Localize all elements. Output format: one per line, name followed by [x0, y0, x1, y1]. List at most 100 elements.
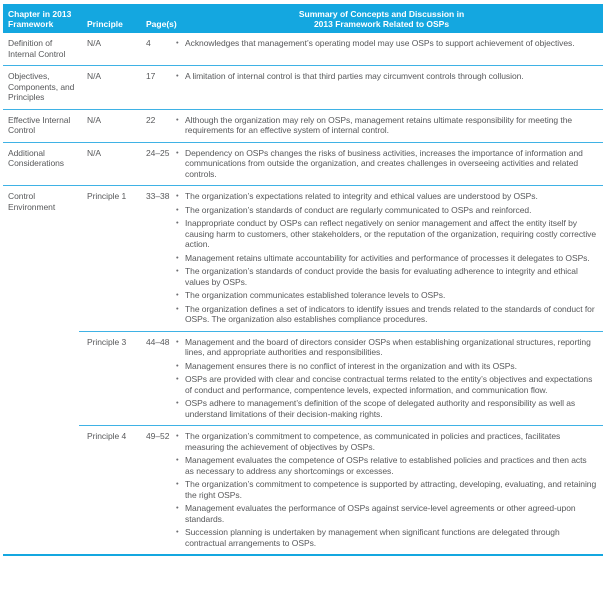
bullet-icon: •: [176, 218, 179, 227]
bullet-icon: •: [176, 431, 179, 440]
bullet-icon: •: [176, 38, 179, 47]
bullet-text: The organization communicates establishe…: [185, 290, 446, 300]
principle-cell: N/A: [87, 71, 102, 81]
pages-cell: 4: [146, 38, 151, 48]
bullet-text: OSPs adhere to management’s definition o…: [185, 398, 576, 419]
principle-section: N/A 17 • A limitation of internal control i…: [79, 71, 603, 82]
bullet-item: • The organization defines a set of indic…: [176, 304, 597, 325]
row-sections: N/A 4 • Acknowledges that management’s oper…: [79, 38, 603, 59]
header-cell-principle: Principle: [87, 19, 123, 29]
bullet-item: • OSPs are provided with clear and concis…: [176, 374, 597, 395]
summary-cell: • Although the organization may rely on O…: [176, 115, 603, 136]
bullet-item: • Management retains ultimate accountabil…: [176, 253, 597, 264]
bullet-icon: •: [176, 290, 179, 299]
framework-summary-table: Chapter in 2013 Framework Principle Page…: [3, 4, 603, 556]
principle-cell: Principle 1: [87, 191, 127, 201]
bullet-text: OSPs are provided with clear and concise…: [185, 374, 593, 395]
bullet-item: • OSPs adhere to management’s definition …: [176, 398, 597, 419]
bullet-item: • Although the organization may rely on O…: [176, 115, 597, 136]
principle-cell: Principle 4: [87, 431, 127, 441]
bullet-item: • Management evaluates the competence of …: [176, 455, 597, 476]
table-row: Effective Internal Control N/A 22 • Although…: [3, 108, 603, 142]
pages-cell: 49–52: [146, 431, 170, 441]
bullet-icon: •: [176, 191, 179, 200]
principle-section: Principle 3 44–48 • Management and the boar…: [79, 337, 603, 420]
table-row: Objectives, Components, and Principles N/…: [3, 65, 603, 109]
principle-section: Principle 1 33–38 • The organization’s expe…: [79, 191, 603, 325]
principle-cell: N/A: [87, 147, 102, 158]
bullet-text: The organization’s commitment to compete…: [185, 479, 597, 500]
bullet-item: • The organization’s standards of conduct…: [176, 205, 597, 216]
bullet-item: • Acknowledges that management’s operatin…: [176, 38, 597, 49]
chapter-cell: Additional Considerations: [8, 147, 64, 169]
principle-cell: Principle 3: [87, 336, 127, 347]
pages-cell: 24–25: [146, 147, 170, 158]
bullet-item: • The organization’s standards of conduct…: [176, 266, 597, 287]
table-row: Definition of Internal Control N/A 4 • Ackno…: [3, 33, 603, 65]
pages-cell: 33–38: [146, 191, 170, 201]
bullet-text: A limitation of internal control is that…: [185, 71, 524, 81]
bullet-text: Dependency on OSPs changes the risks of …: [185, 147, 583, 179]
principle-cell: N/A: [87, 38, 102, 48]
bullet-icon: •: [176, 398, 179, 407]
chapter-cell: Definition of Internal Control: [8, 38, 66, 59]
bullet-icon: •: [176, 336, 179, 346]
bullet-text: Succession planning is undertaken by man…: [185, 527, 560, 548]
chapter-cell: Effective Internal Control: [8, 114, 71, 136]
bullet-item: • Management ensures there is no conflict…: [176, 361, 597, 372]
bullet-item: • Management evaluates the performance of…: [176, 503, 597, 524]
summary-cell: • Dependency on OSPs changes the risks of…: [176, 148, 603, 180]
summary-cell: • A limitation of internal control is tha…: [176, 71, 603, 82]
bullet-item: • The organization’s expectations related…: [176, 191, 597, 202]
header-cell-chapter: Chapter in 2013 Framework: [8, 9, 72, 29]
table-body: Definition of Internal Control N/A 4 • Ackno…: [3, 33, 603, 556]
chapter-cell: Control Environment: [8, 191, 56, 212]
bullet-icon: •: [176, 204, 179, 214]
bullet-text: The organization’s expectations related …: [185, 191, 538, 201]
bullet-text: The organization’s standards of conduct …: [185, 204, 532, 215]
principle-section: Principle 4 49–52 • The organization’s comm…: [79, 431, 603, 548]
bullet-text: The organization defines a set of indica…: [185, 303, 595, 325]
bullet-item: • Management and the board of directors c…: [176, 337, 597, 358]
bullet-icon: •: [176, 147, 179, 157]
bullet-text: The organization’s standards of conduct …: [185, 266, 578, 287]
principle-section: N/A 4 • Acknowledges that management’s oper…: [79, 38, 603, 49]
principle-cell: N/A: [87, 114, 102, 125]
pages-cell: 44–48: [146, 336, 170, 347]
bullet-item: • A limitation of internal control is tha…: [176, 71, 597, 82]
bullet-text: Management evaluates the competence of O…: [185, 455, 587, 476]
bullet-item: • The organization’s commitment to compet…: [176, 479, 597, 500]
chapter-cell: Objectives, Components, and Principles: [8, 71, 75, 102]
section-divider: [79, 425, 603, 426]
bullet-icon: •: [176, 455, 179, 464]
table-row: Additional Considerations N/A 24–25 • Depend…: [3, 141, 603, 186]
row-sections: N/A 17 • A limitation of internal control i…: [79, 71, 603, 103]
bullet-icon: •: [176, 374, 179, 383]
summary-cell: • The organization’s commitment to compet…: [176, 431, 603, 548]
principle-section: N/A 22 • Although the organization may rely…: [79, 115, 603, 136]
pages-cell: 17: [146, 71, 156, 81]
bullet-icon: •: [176, 71, 179, 80]
header-cell-pages: Page(s): [146, 19, 177, 29]
bullet-icon: •: [176, 252, 179, 262]
bullet-icon: •: [176, 266, 179, 275]
row-sections: Principle 1 33–38 • The organization’s expe…: [79, 191, 603, 548]
principle-section: N/A 24–25 • Dependency on OSPs changes the …: [79, 148, 603, 180]
bullet-text: Management evaluates the performance of …: [185, 503, 576, 524]
row-sections: N/A 24–25 • Dependency on OSPs changes the …: [79, 148, 603, 180]
bullet-item: • The organization’s commitment to compet…: [176, 431, 597, 452]
pages-cell: 22: [146, 114, 156, 125]
table-header: Chapter in 2013 Framework Principle Page…: [3, 4, 603, 33]
bullet-icon: •: [176, 527, 179, 536]
header-cell-summary: Summary of Concepts and Discussion in 20…: [298, 8, 465, 29]
bullet-item: • Succession planning is undertaken by ma…: [176, 527, 597, 548]
row-sections: N/A 22 • Although the organization may rely…: [79, 115, 603, 136]
bullet-icon: •: [176, 114, 179, 124]
bullet-text: Management and the board of directors co…: [185, 336, 591, 358]
bullet-icon: •: [176, 303, 179, 313]
summary-cell: • The organization’s expectations related…: [176, 191, 603, 325]
bullet-text: The organization’s commitment to compete…: [185, 431, 561, 452]
bullet-item: • Inappropriate conduct by OSPs can refle…: [176, 218, 597, 250]
bullet-item: • The organization communicates establish…: [176, 290, 597, 301]
bullet-text: Management retains ultimate accountabili…: [185, 252, 590, 263]
